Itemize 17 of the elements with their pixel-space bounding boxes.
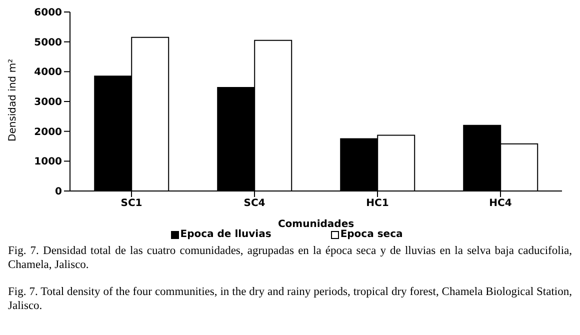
caption: Fig. 7. Total density of the four communities, in the dry and rainy periods, tropical dry forest, Chamela Biological Station, Jalisco. [8,284,572,314]
y-tick-label: 0 [55,186,62,198]
legend-label: Epoca seca [339,229,403,240]
y-tick-label: 4000 [34,67,62,78]
x-tick-label: HC4 [489,198,512,210]
y-tick-label: 6000 [34,8,62,19]
caption: Fig. 7. Densidad total de las cuatro comunidades, agrupadas en la época seca y de lluvias en la selva baja caducifolia, Chamela, Jalisco. [8,244,572,273]
y-tick-label: 3000 [34,97,62,108]
x-axis-title: Comunidades [278,219,354,230]
y-axis-title: Densidad ind m² [8,58,19,142]
y-tick-label: 5000 [34,37,62,48]
y-tick-label: 2000 [34,126,62,138]
x-tick-label: HC1 [366,198,389,210]
x-tick-label: SC4 [244,198,266,210]
y-tick-label: 1000 [34,156,62,168]
legend-label: Epoca de lluvias [179,229,272,240]
x-tick-label: SC1 [120,198,142,210]
